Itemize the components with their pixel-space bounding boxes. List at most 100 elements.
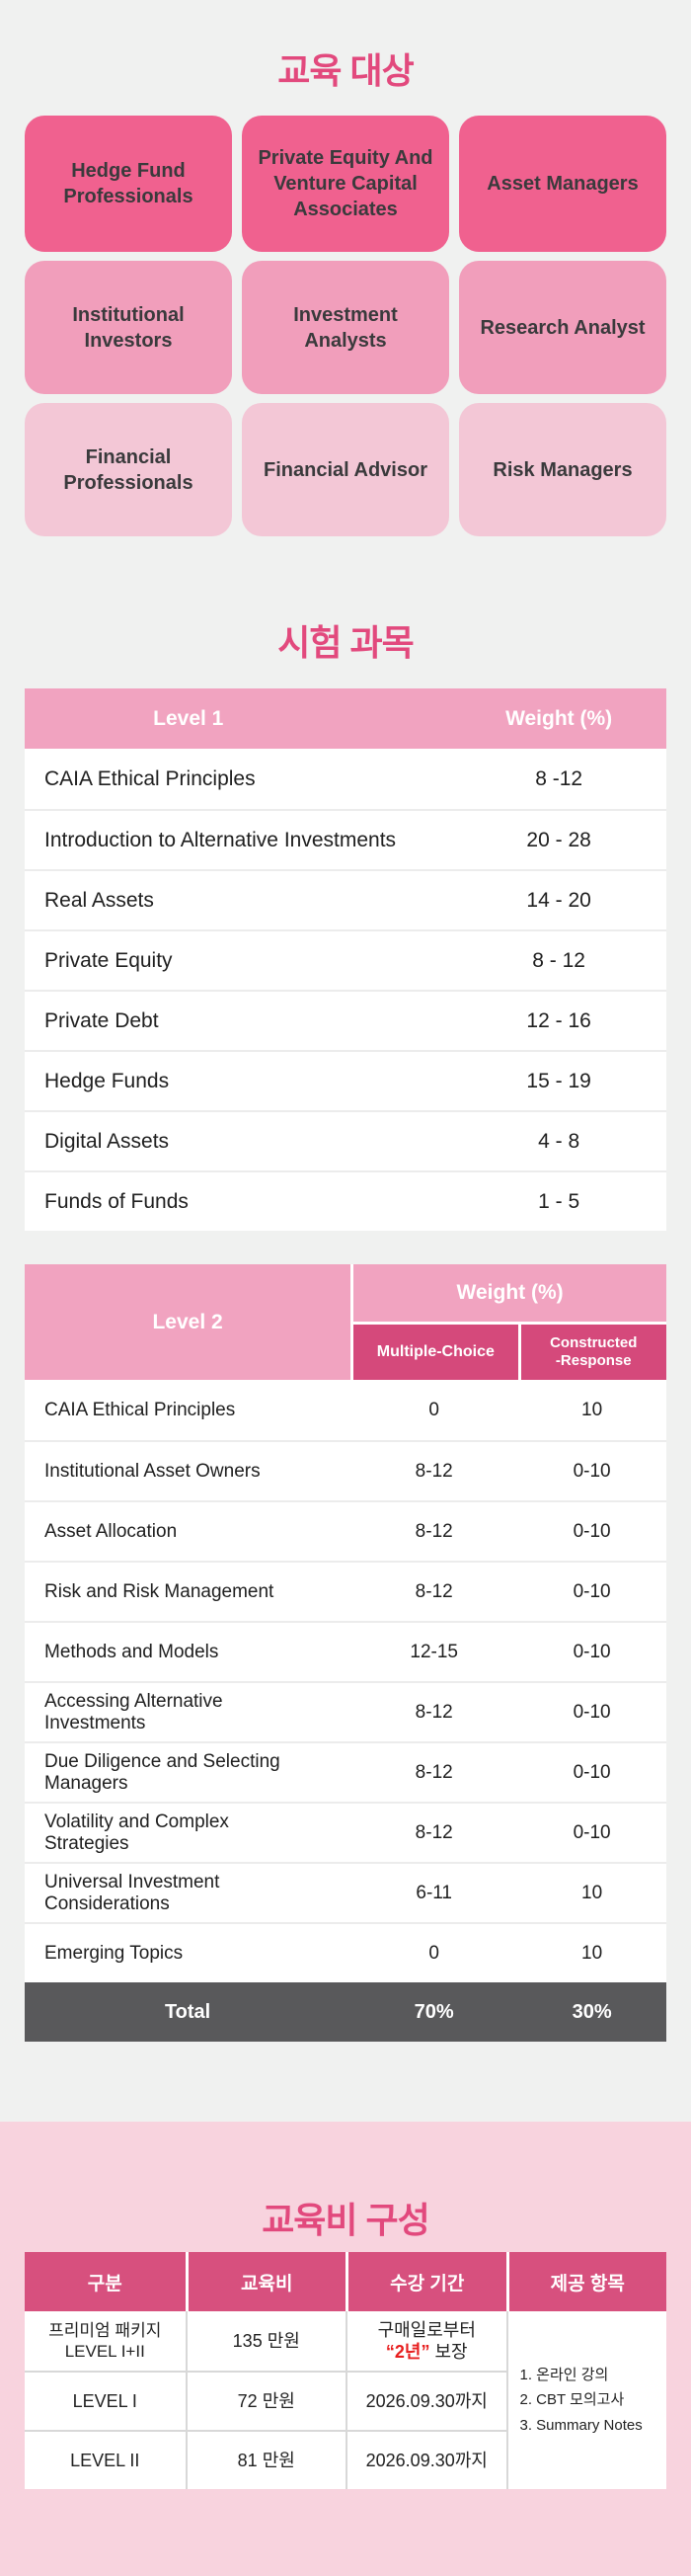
level1-header-weight: Weight (%) [505,706,613,730]
plan-fee-cell: 72 만원 [185,2371,346,2430]
cr-cell: 0-10 [573,1821,611,1843]
subject-cell: Digital Assets [44,1129,170,1153]
cr-cell: 0-10 [573,1761,611,1783]
table-row: Hedge Funds 15 - 19 [25,1050,666,1110]
card-label: Risk Managers [493,458,633,481]
audience-card: Hedge Fund Professionals [25,116,232,252]
mc-cell: 8-12 [415,1701,453,1723]
period-line1: 구매일로부터 [377,2319,476,2340]
table-row: Private Debt 12 - 16 [25,990,666,1050]
audience-card: Financial Advisor [242,403,449,536]
period-suffix: 보장 [429,2342,468,2362]
table-row: Real Assets 14 - 20 [25,869,666,929]
subject-cell: Private Debt [44,1008,159,1032]
mc-cell: 8-12 [415,1580,453,1602]
mc-cell: 8-12 [415,1821,453,1843]
pricing-table: 구분 교육비 수강 기간 제공 항목 프리미엄 패키지 LEVEL I+II 1… [25,2252,666,2489]
subject-cell: Institutional Asset Owners [44,1460,261,1482]
plan-period-cell: 구매일로부터 “2년” 보장 [346,2311,506,2371]
cr-cell: 0-10 [573,1580,611,1602]
cr-cell: 0-10 [573,1460,611,1482]
provided-items-cell: 1. 온라인 강의 2. CBT 모의고사 3. Summary Notes [505,2311,666,2489]
level2-table: Level 2 Weight (%) Multiple-Choice Const… [25,1264,666,2042]
table-row: CAIA Ethical Principles 0 10 [25,1380,666,1440]
subject-cell: Emerging Topics [44,1942,184,1964]
plan-period-cell: 2026.09.30까지 [346,2430,506,2489]
plan-name-cell: 프리미엄 패키지 LEVEL I+II [25,2311,186,2371]
table-row: CAIA Ethical Principles 8 -12 [25,749,666,809]
card-label: Research Analyst [480,316,646,339]
plan-name-cell: LEVEL I [25,2371,186,2430]
weight-cell: 15 - 19 [526,1069,591,1092]
table-row: Digital Assets 4 - 8 [25,1110,666,1170]
table-row: Accessing Alternative Investments 8-12 0-1… [25,1681,666,1741]
mc-cell: 0 [428,1399,439,1420]
card-label: Investment Analysts [293,303,398,352]
subject-cell: Risk and Risk Management [44,1580,274,1602]
table-row: Due Diligence and Selecting Managers 8-12… [25,1741,666,1802]
subject-cell: Universal Investment Considerations [44,1871,220,1914]
card-label: Institutional Investors [72,303,185,352]
subject-cell: Private Equity [44,948,173,972]
table-row: Institutional Asset Owners 8-12 0-10 [25,1440,666,1500]
weight-group-label: Weight (%) [353,1264,666,1322]
audience-section-title: 교육 대상 [277,50,414,91]
audience-card: Institutional Investors [25,261,232,394]
multiple-choice-column-header: Multiple-Choice [353,1325,518,1380]
plan-name-line2: LEVEL I+II [64,2342,145,2361]
constructed-response-column-header: Constructed -Response [520,1325,666,1380]
subject-cell: CAIA Ethical Principles [44,1399,236,1420]
provided-item: 3. Summary Notes [519,2416,643,2434]
provided-item: 1. 온라인 강의 [519,2366,609,2383]
total-row: Total 70% 30% [25,1982,666,2042]
audience-card: Asset Managers [459,116,666,252]
weight-cell: 8 - 12 [532,948,585,972]
level1-table: Level 1 Weight (%) CAIA Ethical Principl… [25,688,666,1231]
level2-table-header: Level 2 Weight (%) Multiple-Choice Const… [25,1264,666,1380]
total-label: Total [164,2000,211,2023]
weight-cell: 14 - 20 [526,888,591,912]
card-label: Asset Managers [487,173,639,195]
table-row: Emerging Topics 0 10 [25,1922,666,1982]
audience-card: Research Analyst [459,261,666,394]
plan-fee-cell: 81 만원 [185,2430,346,2489]
subject-cell: Funds of Funds [44,1189,189,1213]
audience-card: Investment Analysts [242,261,449,394]
table-row: Private Equity 8 - 12 [25,929,666,990]
table-row: Volatility and Complex Strategies 8-12 0-1… [25,1802,666,1862]
cr-cell: 0-10 [573,1701,611,1723]
subject-cell: CAIA Ethical Principles [44,766,256,790]
provided-item: 2. CBT 모의고사 [519,2391,625,2409]
mc-cell: 8-12 [415,1460,453,1482]
card-label: Hedge Fund Professionals [63,160,193,207]
table-row: Methods and Models 12-15 0-10 [25,1621,666,1681]
card-label: Private Equity And Venture Capital Assoc… [258,147,433,220]
cr-cell: 10 [581,1942,603,1964]
subject-cell: Methods and Models [44,1641,219,1662]
mc-cell: 8-12 [415,1761,453,1783]
level1-table-header: Level 1 Weight (%) [25,688,666,749]
mc-cell: 12-15 [410,1641,458,1662]
exam-section-title: 시험 과목 [277,622,414,663]
constructed-line1: Constructed [550,1334,638,1351]
subject-cell: Real Assets [44,888,154,912]
level2-header-weight-group: Weight (%) Multiple-Choice Constructed -… [353,1264,666,1380]
audience-card: Financial Professionals [25,403,232,536]
card-label: Financial Professionals [63,445,193,494]
table-row: Risk and Risk Management 8-12 0-10 [25,1561,666,1621]
subject-cell: Accessing Alternative Investments [44,1690,223,1733]
plan-fee-cell: 135 만원 [185,2311,346,2371]
weight-cell: 1 - 5 [538,1189,580,1213]
column-header-period: 수강 기간 [346,2252,506,2311]
cr-cell: 0-10 [573,1641,611,1662]
weight-cell: 12 - 16 [526,1008,591,1032]
plan-name-cell: LEVEL II [25,2430,186,2489]
constructed-line2: -Response [555,1352,632,1369]
cr-cell: 0-10 [573,1520,611,1542]
table-row: Universal Investment Considerations 6-11 1… [25,1862,666,1922]
table-row: Funds of Funds 1 - 5 [25,1170,666,1231]
column-header-category: 구분 [25,2252,186,2311]
subject-cell: Introduction to Alternative Investments [44,828,397,851]
mc-cell: 6-11 [416,1882,452,1903]
